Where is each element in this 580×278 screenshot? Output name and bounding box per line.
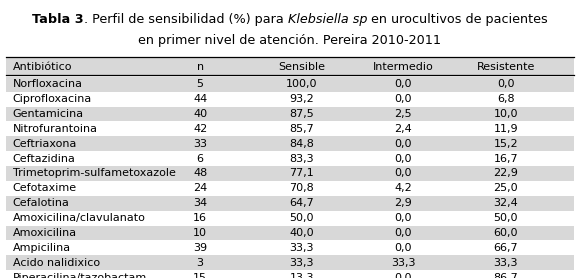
Text: Intermedio: Intermedio bbox=[373, 62, 433, 72]
Text: 93,2: 93,2 bbox=[289, 94, 314, 104]
Text: 0,0: 0,0 bbox=[394, 168, 412, 178]
Bar bbox=[6, 225, 574, 240]
Text: Klebsiella sp: Klebsiella sp bbox=[288, 13, 367, 26]
Text: Sensible: Sensible bbox=[278, 62, 325, 72]
Text: Amoxicilina: Amoxicilina bbox=[13, 228, 77, 238]
Text: 50,0: 50,0 bbox=[494, 213, 518, 223]
Text: 0,0: 0,0 bbox=[497, 79, 514, 89]
Text: Cefotaxime: Cefotaxime bbox=[13, 183, 77, 193]
Text: 2,9: 2,9 bbox=[394, 198, 412, 208]
Text: 0,0: 0,0 bbox=[394, 243, 412, 253]
Text: 86,7: 86,7 bbox=[494, 273, 518, 278]
Text: 42: 42 bbox=[193, 124, 207, 134]
Text: 15,2: 15,2 bbox=[494, 139, 518, 149]
Text: Ceftriaxona: Ceftriaxona bbox=[13, 139, 77, 149]
Text: Resistente: Resistente bbox=[477, 62, 535, 72]
Text: Trimetoprim-sulfametoxazole: Trimetoprim-sulfametoxazole bbox=[13, 168, 176, 178]
Text: 34: 34 bbox=[193, 198, 207, 208]
Text: 3: 3 bbox=[197, 258, 204, 268]
Text: 0,0: 0,0 bbox=[394, 154, 412, 163]
Bar bbox=[6, 77, 574, 92]
Text: 84,8: 84,8 bbox=[289, 139, 314, 149]
Text: 85,7: 85,7 bbox=[289, 124, 314, 134]
Text: 33,3: 33,3 bbox=[391, 258, 415, 268]
Text: Gentamicina: Gentamicina bbox=[13, 109, 84, 119]
Bar bbox=[6, 255, 574, 270]
Text: 32,4: 32,4 bbox=[494, 198, 518, 208]
Text: 24: 24 bbox=[193, 183, 207, 193]
Text: Nitrofurantoina: Nitrofurantoina bbox=[13, 124, 98, 134]
Text: Tabla 3: Tabla 3 bbox=[32, 13, 84, 26]
Text: 77,1: 77,1 bbox=[289, 168, 314, 178]
Text: 87,5: 87,5 bbox=[289, 109, 314, 119]
Text: 66,7: 66,7 bbox=[494, 243, 518, 253]
Text: 40: 40 bbox=[193, 109, 207, 119]
Bar bbox=[6, 58, 574, 75]
Text: 70,8: 70,8 bbox=[289, 183, 314, 193]
Text: 2,4: 2,4 bbox=[394, 124, 412, 134]
Text: Ciprofloxacina: Ciprofloxacina bbox=[13, 94, 92, 104]
Text: Antibiótico: Antibiótico bbox=[13, 62, 72, 72]
Bar bbox=[6, 196, 574, 211]
Text: 11,9: 11,9 bbox=[494, 124, 518, 134]
Text: en primer nivel de atención. Pereira 2010-2011: en primer nivel de atención. Pereira 201… bbox=[139, 34, 441, 47]
Text: Piperacilina/tazobactam: Piperacilina/tazobactam bbox=[13, 273, 147, 278]
Text: Acido nalidixico: Acido nalidixico bbox=[13, 258, 100, 268]
Text: 13,3: 13,3 bbox=[289, 273, 314, 278]
Text: 6: 6 bbox=[197, 154, 204, 163]
Text: 64,7: 64,7 bbox=[289, 198, 314, 208]
Bar bbox=[6, 166, 574, 181]
Text: 33,3: 33,3 bbox=[289, 243, 314, 253]
Text: 16,7: 16,7 bbox=[494, 154, 518, 163]
Text: Ceftazidina: Ceftazidina bbox=[13, 154, 75, 163]
Text: 16: 16 bbox=[193, 213, 207, 223]
Text: . Perfil de sensibilidad (%) para: . Perfil de sensibilidad (%) para bbox=[84, 13, 288, 26]
Text: en urocultivos de pacientes: en urocultivos de pacientes bbox=[367, 13, 548, 26]
Bar bbox=[6, 136, 574, 151]
Text: 100,0: 100,0 bbox=[286, 79, 317, 89]
Text: Norfloxacina: Norfloxacina bbox=[13, 79, 83, 89]
Text: 60,0: 60,0 bbox=[494, 228, 518, 238]
Text: 22,9: 22,9 bbox=[494, 168, 518, 178]
Text: Amoxicilina/clavulanato: Amoxicilina/clavulanato bbox=[13, 213, 146, 223]
Text: 33,3: 33,3 bbox=[289, 258, 314, 268]
Text: 50,0: 50,0 bbox=[289, 213, 314, 223]
Text: 10: 10 bbox=[193, 228, 207, 238]
Text: 5: 5 bbox=[197, 79, 204, 89]
Text: 4,2: 4,2 bbox=[394, 183, 412, 193]
Text: 40,0: 40,0 bbox=[289, 228, 314, 238]
Text: 0,0: 0,0 bbox=[394, 94, 412, 104]
Text: 10,0: 10,0 bbox=[494, 109, 518, 119]
Text: 0,0: 0,0 bbox=[394, 213, 412, 223]
Text: 0,0: 0,0 bbox=[394, 273, 412, 278]
Text: Ampicilina: Ampicilina bbox=[13, 243, 71, 253]
Bar bbox=[6, 106, 574, 121]
Text: 15: 15 bbox=[193, 273, 207, 278]
Text: 48: 48 bbox=[193, 168, 207, 178]
Text: 2,5: 2,5 bbox=[394, 109, 412, 119]
Text: 0,0: 0,0 bbox=[394, 79, 412, 89]
Text: Cefalotina: Cefalotina bbox=[13, 198, 70, 208]
Text: 39: 39 bbox=[193, 243, 207, 253]
Text: 44: 44 bbox=[193, 94, 207, 104]
Text: 83,3: 83,3 bbox=[289, 154, 314, 163]
Text: 25,0: 25,0 bbox=[494, 183, 518, 193]
Text: 0,0: 0,0 bbox=[394, 139, 412, 149]
Text: 33,3: 33,3 bbox=[494, 258, 518, 268]
Text: 0,0: 0,0 bbox=[394, 228, 412, 238]
Text: 33: 33 bbox=[193, 139, 207, 149]
Text: 6,8: 6,8 bbox=[497, 94, 514, 104]
Text: n: n bbox=[197, 62, 204, 72]
